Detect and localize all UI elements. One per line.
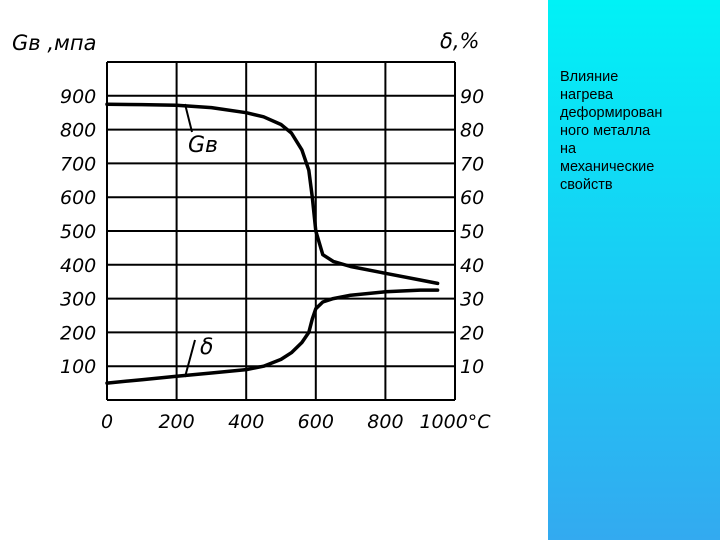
right-tick-label: 90 bbox=[460, 86, 484, 108]
left-tick-label: 300 bbox=[60, 289, 96, 311]
left-tick-label: 400 bbox=[60, 255, 96, 277]
label-leader-gv bbox=[184, 103, 193, 133]
left-axis-title: Gв ,мпа bbox=[12, 31, 96, 55]
right-tick-label: 50 bbox=[460, 221, 484, 243]
grid bbox=[106, 61, 456, 401]
right-tick-label: 80 bbox=[460, 120, 484, 142]
series-layer bbox=[105, 102, 440, 385]
x-tick-label: 200 bbox=[158, 411, 194, 433]
series-label-delta: δ bbox=[200, 335, 213, 360]
tick-labels: 0 200 400 600 800 1000°C 100 200 300 400 500 600 700… bbox=[60, 86, 491, 433]
chart-panel: 0 200 400 600 800 1000°C 100 200 300 400 500 600 700… bbox=[12, 29, 492, 433]
x-tick-label: 800 bbox=[367, 411, 403, 433]
left-tick-label: 200 bbox=[60, 322, 96, 344]
left-tick-label: 800 bbox=[60, 120, 96, 142]
chart: 0 200 400 600 800 1000°C 100 200 300 400 500 600 700… bbox=[12, 29, 491, 433]
x-tick-label: 1000°C bbox=[419, 411, 491, 433]
series-line-1 bbox=[105, 288, 440, 385]
series-label-gv: Gв bbox=[188, 133, 218, 158]
right-tick-label: 30 bbox=[460, 289, 484, 311]
left-tick-label: 500 bbox=[60, 221, 96, 243]
label-leader-delta bbox=[184, 339, 196, 378]
series-line-0 bbox=[105, 102, 440, 286]
right-tick-label: 20 bbox=[460, 322, 484, 344]
right-tick-label: 70 bbox=[460, 153, 484, 175]
x-tick-label: 600 bbox=[298, 411, 334, 433]
slide-caption: Влияние нагрева деформирован ного металл… bbox=[560, 69, 663, 193]
right-axis-title: δ,% bbox=[440, 29, 479, 53]
right-tick-label: 60 bbox=[460, 187, 484, 209]
left-tick-label: 900 bbox=[60, 86, 96, 108]
right-tick-label: 40 bbox=[460, 255, 484, 277]
right-tick-label: 10 bbox=[460, 356, 484, 378]
x-tick-label: 400 bbox=[228, 411, 264, 433]
left-tick-label: 100 bbox=[60, 356, 96, 378]
x-tick-label: 0 bbox=[101, 411, 113, 433]
left-tick-label: 600 bbox=[60, 187, 96, 209]
left-tick-label: 700 bbox=[60, 153, 96, 175]
